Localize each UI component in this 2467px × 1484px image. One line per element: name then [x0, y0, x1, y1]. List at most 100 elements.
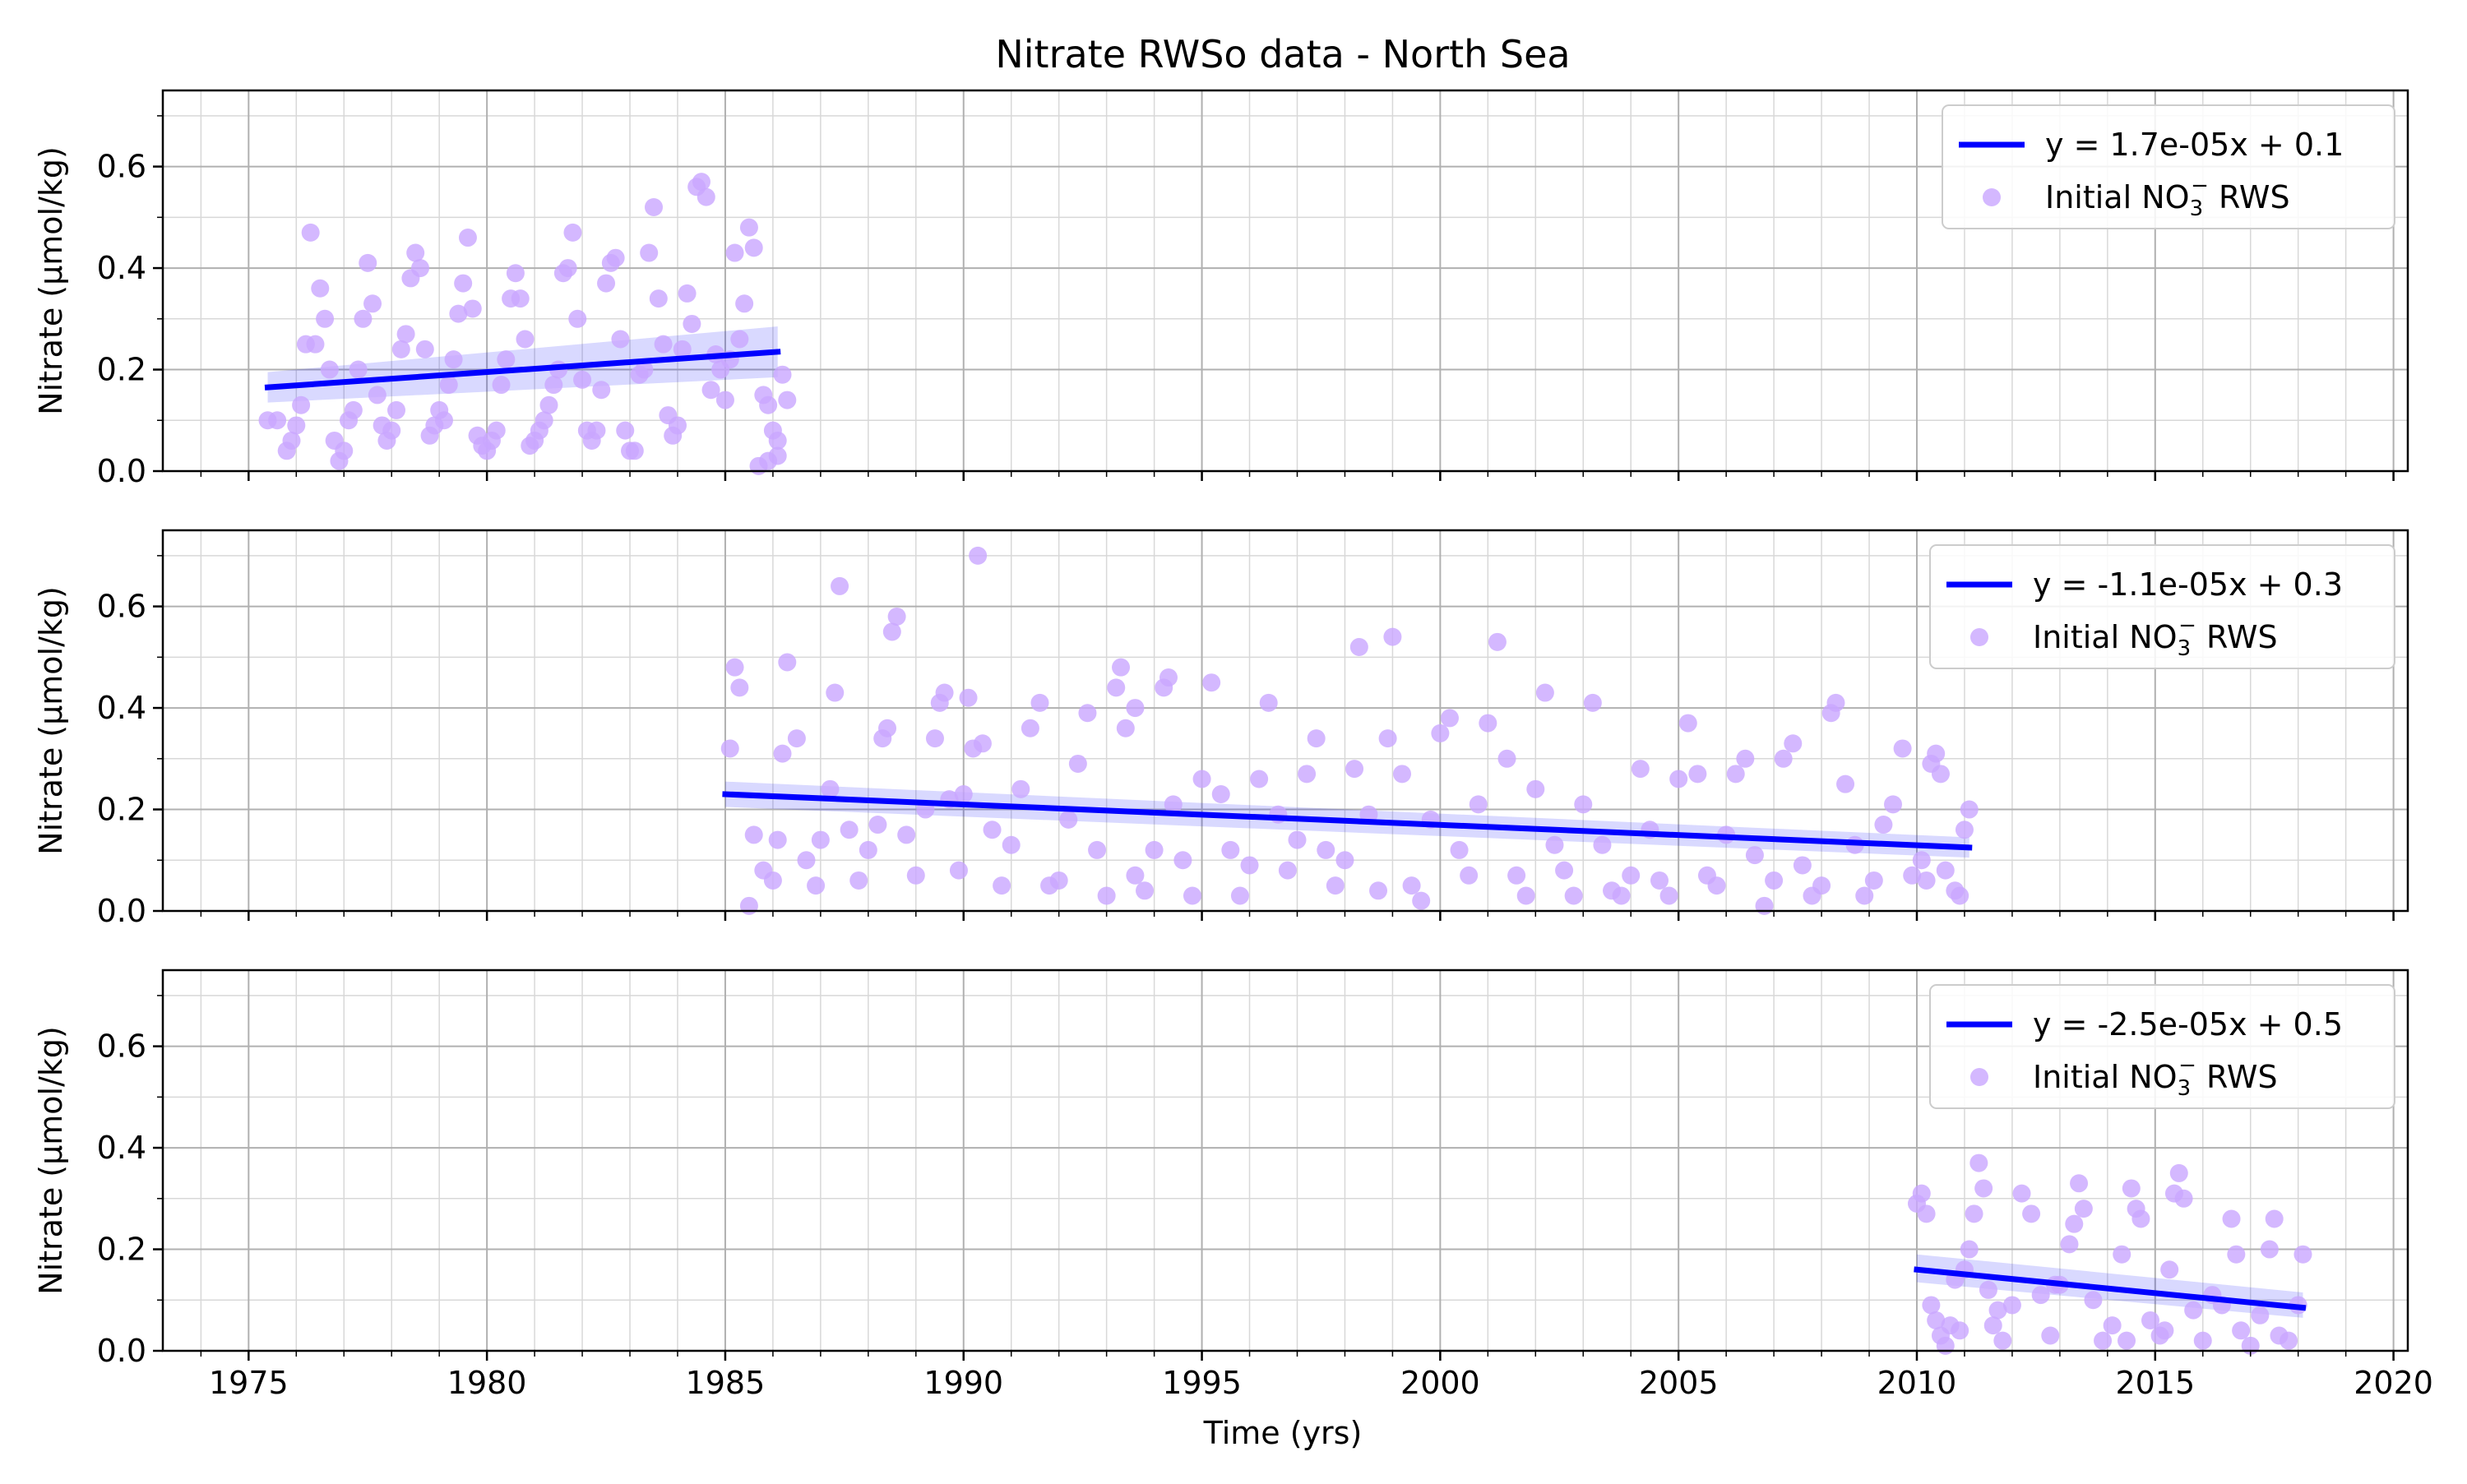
data-point — [1107, 678, 1126, 697]
data-point — [2022, 1204, 2041, 1223]
data-point — [2065, 1214, 2084, 1233]
x-tick-label: 1975 — [209, 1365, 289, 1401]
data-point — [1211, 785, 1230, 804]
data-point — [1745, 846, 1764, 865]
data-point — [1068, 754, 1087, 773]
data-point — [1345, 760, 1364, 779]
data-point — [973, 734, 992, 753]
data-point — [2222, 1209, 2241, 1228]
data-point — [1936, 861, 1955, 880]
legend: y = -2.5e-05x + 0.5 Initial NO3− RWS — [1929, 984, 2395, 1109]
data-point — [616, 421, 635, 440]
data-point — [1021, 719, 1039, 737]
legend-scatter-swatch — [1983, 188, 2001, 206]
data-point — [1812, 876, 1831, 895]
data-point — [359, 253, 377, 272]
data-point — [2070, 1174, 2089, 1193]
data-point — [1884, 795, 1903, 814]
data-point — [1507, 866, 1526, 885]
data-point — [668, 416, 687, 435]
data-point — [831, 576, 849, 595]
data-point — [1526, 779, 1545, 798]
data-point — [606, 248, 625, 267]
x-tick-label: 1995 — [1162, 1365, 1242, 1401]
data-point — [1855, 886, 1874, 905]
x-tick-label: 2020 — [2354, 1365, 2433, 1401]
data-point — [573, 370, 592, 389]
panel-bottom: 1975 1980 1985 1990 1995 2000 2005 2010 2015 2020… — [33, 969, 2433, 1401]
data-point — [2012, 1184, 2031, 1203]
data-point — [1173, 851, 1192, 870]
data-point — [1951, 1321, 1969, 1340]
data-point — [1784, 734, 1803, 753]
legend: y = -1.1e-05x + 0.3 Initial NO3− RWS — [1929, 544, 2395, 669]
data-point — [2094, 1331, 2113, 1350]
data-point — [720, 739, 739, 758]
data-point — [868, 816, 887, 834]
data-point — [930, 693, 949, 712]
y-tick-label: 0.4 — [97, 250, 146, 286]
data-point — [759, 395, 778, 414]
data-point — [1221, 840, 1240, 859]
y-tick-label: 0.2 — [97, 792, 146, 828]
data-point — [1030, 693, 1049, 712]
data-point — [673, 340, 692, 358]
data-point — [1116, 719, 1135, 737]
data-point — [2060, 1235, 2079, 1254]
data-point — [1469, 795, 1488, 814]
data-point — [1927, 1311, 1946, 1329]
x-axis-label: Time (yrs) — [1203, 1415, 1363, 1451]
data-point — [2103, 1316, 2122, 1335]
data-point — [444, 350, 463, 369]
data-point — [1097, 886, 1116, 905]
legend-frame — [1942, 104, 2395, 229]
data-point — [2227, 1245, 2246, 1264]
data-point — [2118, 1331, 2136, 1350]
y-axis-label: Nitrate (µmol/kg) — [33, 146, 69, 415]
axes-frame — [161, 529, 2409, 913]
legend-line-label: y = -2.5e-05x + 0.5 — [2033, 1006, 2343, 1042]
data-point — [1136, 881, 1155, 900]
data-point — [492, 376, 511, 395]
data-point — [725, 658, 744, 677]
data-point — [1969, 1153, 1988, 1172]
data-point — [287, 416, 306, 435]
data-point — [1688, 765, 1707, 784]
y-tick-label: 0.0 — [97, 453, 146, 489]
legend-scatter-swatch — [1970, 1068, 1988, 1086]
data-point — [587, 421, 606, 440]
legend-scatter-label: Initial NO3− RWS — [2045, 173, 2290, 221]
data-point — [1974, 1179, 1993, 1198]
data-point — [640, 243, 659, 262]
data-point — [415, 340, 434, 358]
data-point — [678, 284, 697, 303]
data-point — [516, 330, 535, 349]
x-tick-label: 2005 — [1639, 1365, 1719, 1401]
data-point — [2251, 1306, 2270, 1325]
data-point — [1440, 709, 1459, 728]
data-point — [859, 840, 877, 859]
data-point — [1378, 729, 1397, 748]
y-tick-label: 0.4 — [97, 690, 146, 726]
data-point — [354, 309, 373, 328]
data-point — [592, 381, 611, 400]
data-point — [1912, 851, 1931, 870]
chart-title: Nitrate RWSo data - North Sea — [995, 32, 1570, 76]
data-point — [897, 825, 916, 844]
data-point — [2031, 1286, 2050, 1305]
legend-frame — [1929, 544, 2395, 669]
data-point — [1383, 627, 1402, 646]
data-point — [878, 719, 897, 737]
data-point — [701, 381, 720, 400]
data-point — [1583, 693, 1602, 712]
data-point — [1298, 765, 1317, 784]
y-tick-label: 0.6 — [97, 589, 146, 625]
data-point — [1774, 749, 1793, 768]
data-point — [1349, 637, 1368, 656]
data-point — [1535, 683, 1554, 702]
data-point — [763, 871, 782, 890]
x-tick-label: 2000 — [1400, 1365, 1480, 1401]
data-point — [1183, 886, 1201, 905]
data-point — [959, 688, 978, 707]
data-point — [1936, 1336, 1955, 1355]
